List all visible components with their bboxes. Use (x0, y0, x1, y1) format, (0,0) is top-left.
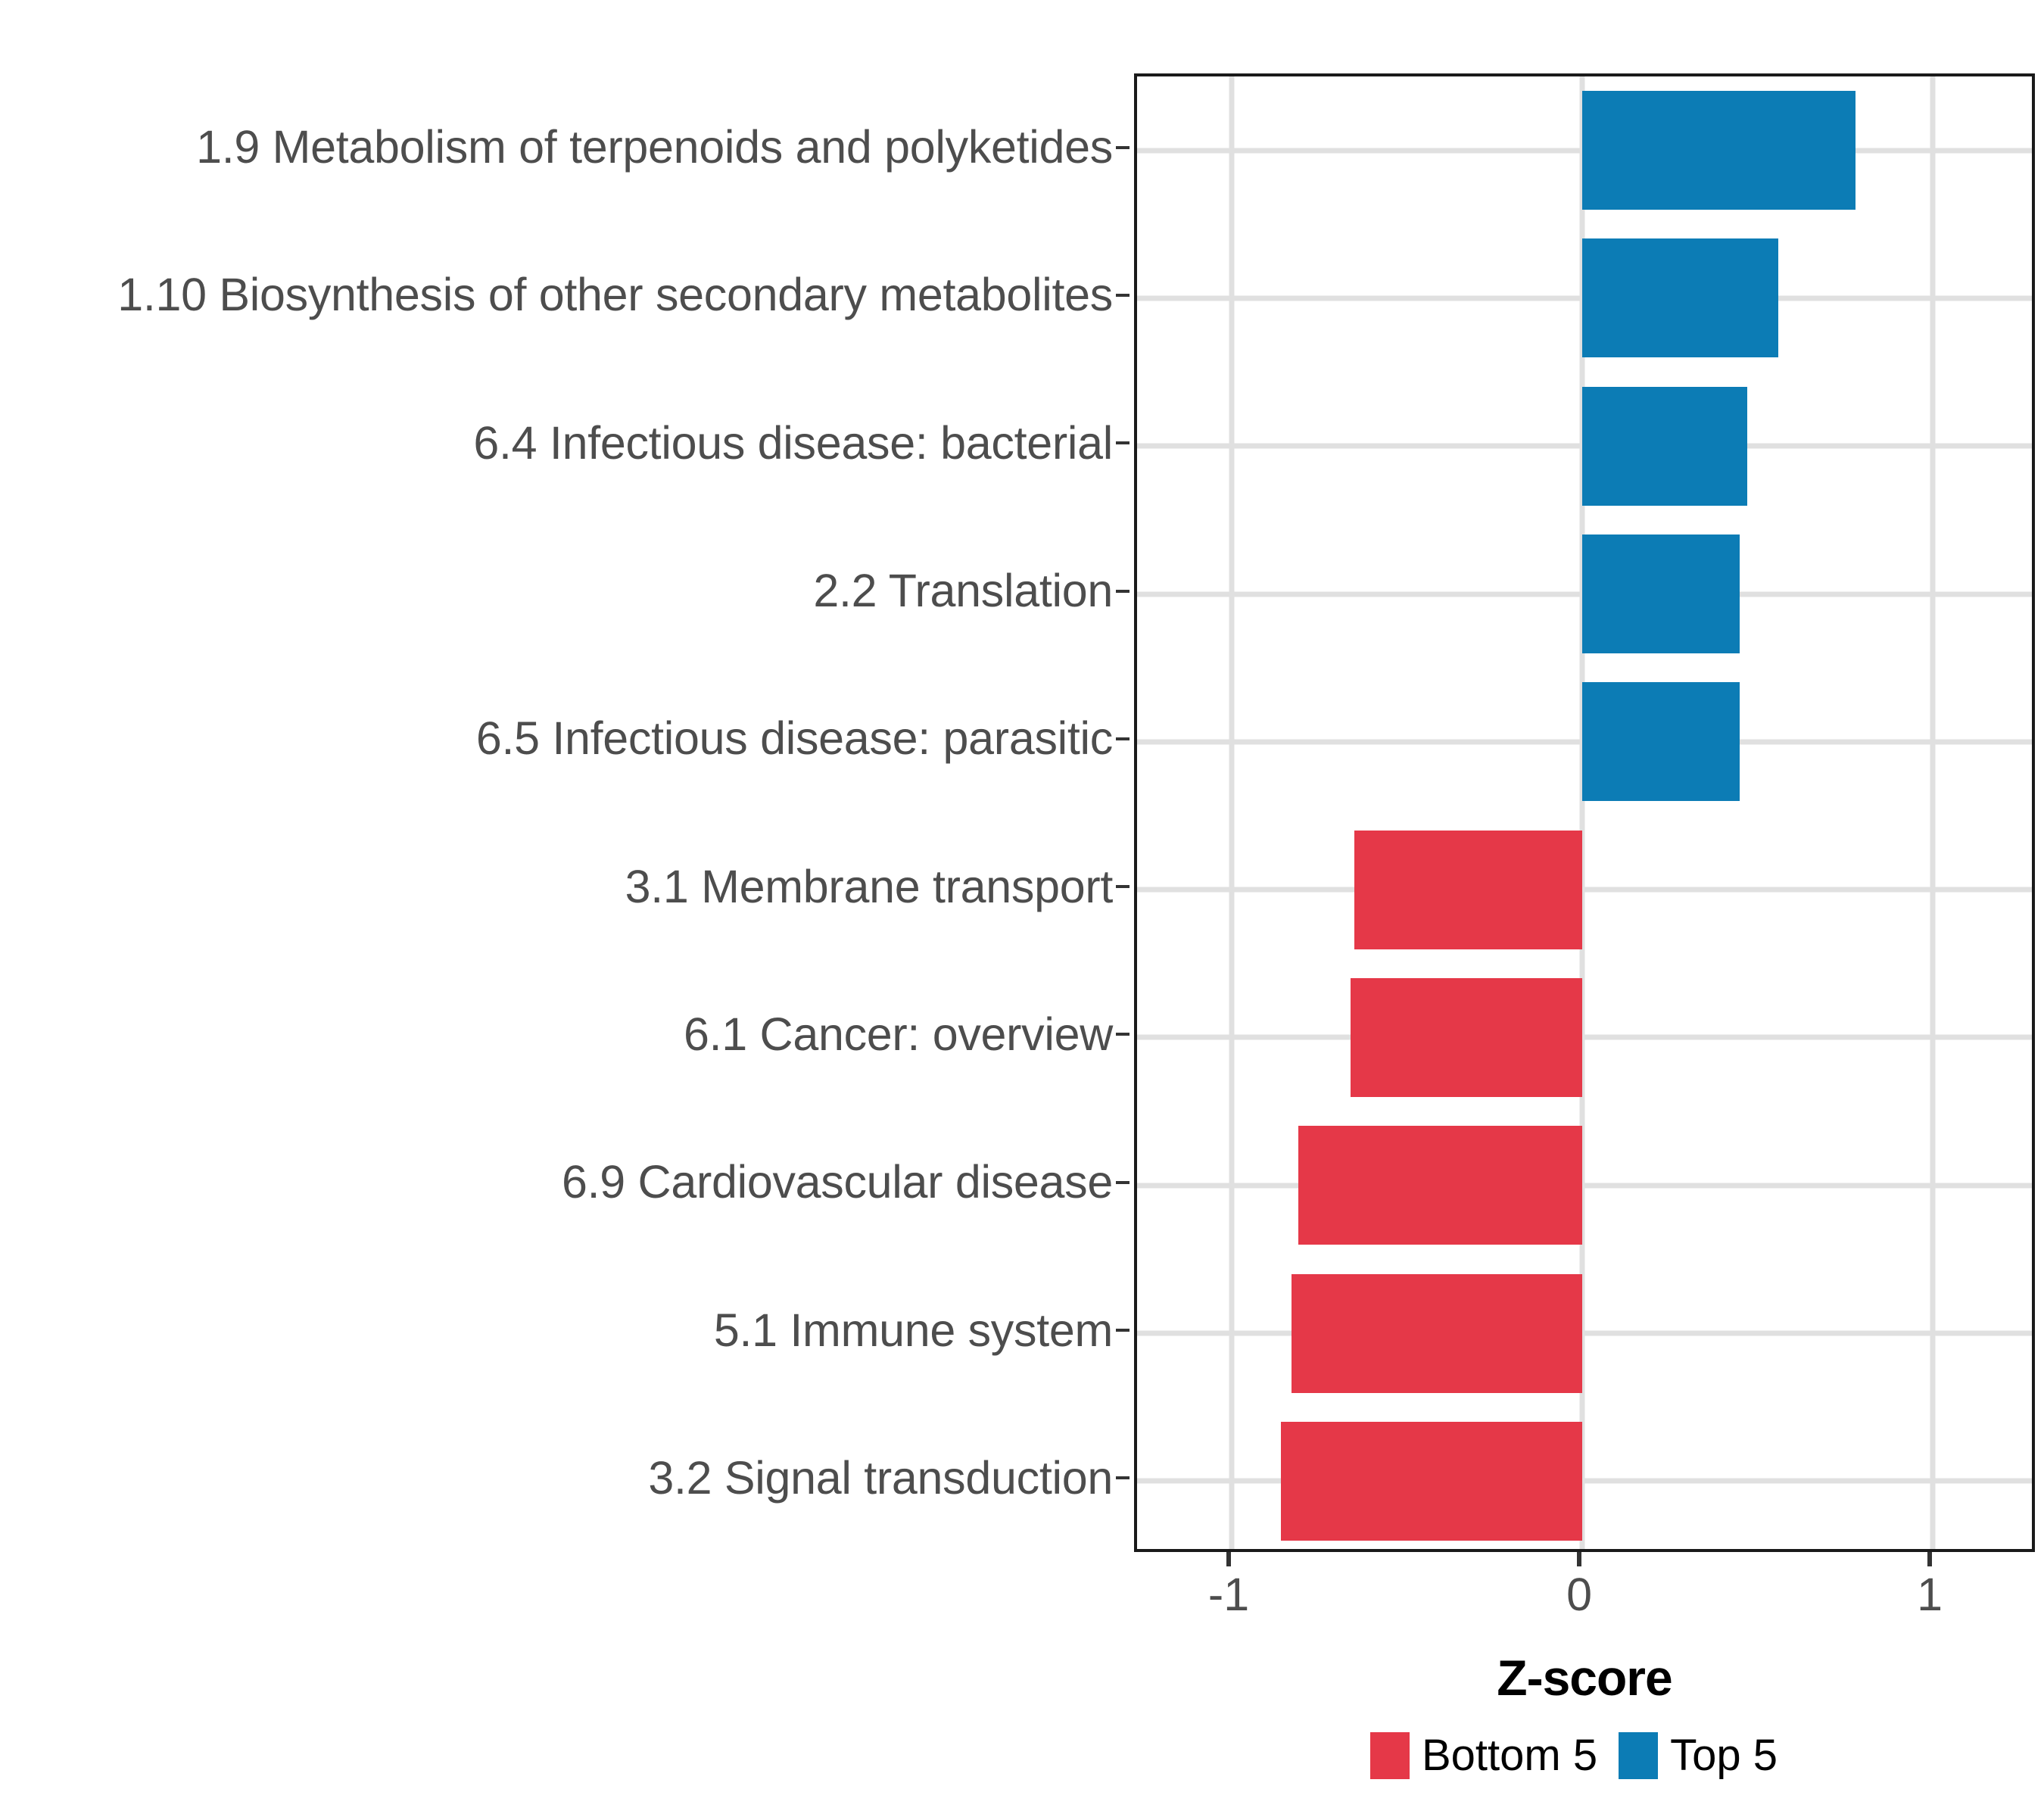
y-axis-tick-mark (1116, 441, 1129, 445)
y-axis-tick-mark (1116, 1033, 1129, 1036)
bar (1351, 977, 1583, 1097)
y-axis-tick-label: 5.1 Immune system (713, 1304, 1113, 1356)
bar (1582, 682, 1740, 802)
legend-label: Top 5 (1670, 1731, 1778, 1780)
y-axis-tick-label: 1.10 Biosynthesis of other secondary met… (117, 269, 1113, 321)
legend-item-bottom-5[interactable]: Bottom 5 (1369, 1731, 1619, 1780)
y-axis-tick-3: 6.4 Infectious disease: bacterial (0, 409, 1129, 477)
y-axis-tick-label: 6.1 Cancer: overview (684, 1008, 1113, 1060)
bar (1582, 386, 1747, 506)
y-axis-category-labels: 1.9 Metabolism of terpenoids and polyket… (0, 73, 1129, 1552)
x-axis-tick-mark (1927, 1552, 1933, 1566)
y-axis-tick-label: 1.9 Metabolism of terpenoids and polyket… (196, 121, 1113, 173)
bar (1298, 1126, 1583, 1245)
legend-label: Bottom 5 (1421, 1731, 1598, 1780)
y-axis-tick-label: 6.9 Cardiovascular disease (562, 1156, 1113, 1208)
y-axis-tick-7: 6.1 Cancer: overview (0, 1000, 1129, 1068)
y-axis-tick-label: 2.2 Translation (813, 565, 1113, 617)
legend-swatch (1369, 1732, 1410, 1779)
y-axis-tick-mark (1116, 1476, 1129, 1480)
x-axis-title: Z-score (1497, 1650, 1672, 1706)
bar (1280, 1421, 1583, 1541)
legend-item-top-5[interactable]: Top 5 (1619, 1732, 1799, 1779)
bar (1582, 91, 1856, 210)
bar (1354, 830, 1583, 949)
y-axis-tick-1: 1.9 Metabolism of terpenoids and polyket… (0, 114, 1129, 182)
y-axis-tick-label: 3.1 Membrane transport (625, 860, 1114, 912)
x-axis-tick-label: 1 (1917, 1569, 1943, 1620)
y-axis-tick-mark (1116, 885, 1129, 889)
bar (1582, 535, 1740, 654)
y-axis-tick-mark (1116, 1180, 1129, 1184)
legend-swatch (1619, 1732, 1659, 1779)
bar (1582, 238, 1779, 358)
y-axis-tick-6: 3.1 Membrane transport (0, 852, 1129, 921)
vertical-gridline (1229, 76, 1235, 1549)
x-axis-tick-label: 0 (1566, 1569, 1593, 1620)
x-axis: -1 0 1 (1134, 1552, 2035, 1666)
y-axis-tick-label: 6.4 Infectious disease: bacterial (473, 416, 1113, 469)
y-axis-tick-5: 6.5 Infectious disease: parasitic (0, 705, 1129, 773)
y-axis-tick-mark (1116, 293, 1129, 297)
y-axis-tick-4: 2.2 Translation (0, 557, 1129, 625)
x-axis-tick-label: -1 (1207, 1569, 1250, 1620)
y-axis-tick-8: 6.9 Cardiovascular disease (0, 1148, 1129, 1217)
x-axis-tick-mark (1226, 1552, 1232, 1566)
y-axis-tick-2: 1.10 Biosynthesis of other secondary met… (0, 261, 1129, 329)
vertical-gridline (1930, 76, 1936, 1549)
y-axis-tick-mark (1116, 737, 1129, 740)
x-axis-tick-mark (1577, 1552, 1582, 1566)
y-axis-tick-mark (1116, 145, 1129, 149)
vertical-gridline (1579, 76, 1585, 1549)
plot-panel (1134, 73, 2035, 1552)
y-axis-tick-9: 5.1 Immune system (0, 1296, 1129, 1364)
bar (1291, 1273, 1583, 1393)
chart-legend: Bottom 5 Top 5 (1134, 1732, 2035, 1779)
y-axis-tick-label: 6.5 Infectious disease: parasitic (475, 712, 1113, 765)
y-axis-tick-label: 3.2 Signal transduction (648, 1451, 1113, 1504)
y-axis-tick-10: 3.2 Signal transduction (0, 1444, 1129, 1512)
y-axis-tick-mark (1116, 1329, 1129, 1332)
y-axis-tick-mark (1116, 589, 1129, 593)
